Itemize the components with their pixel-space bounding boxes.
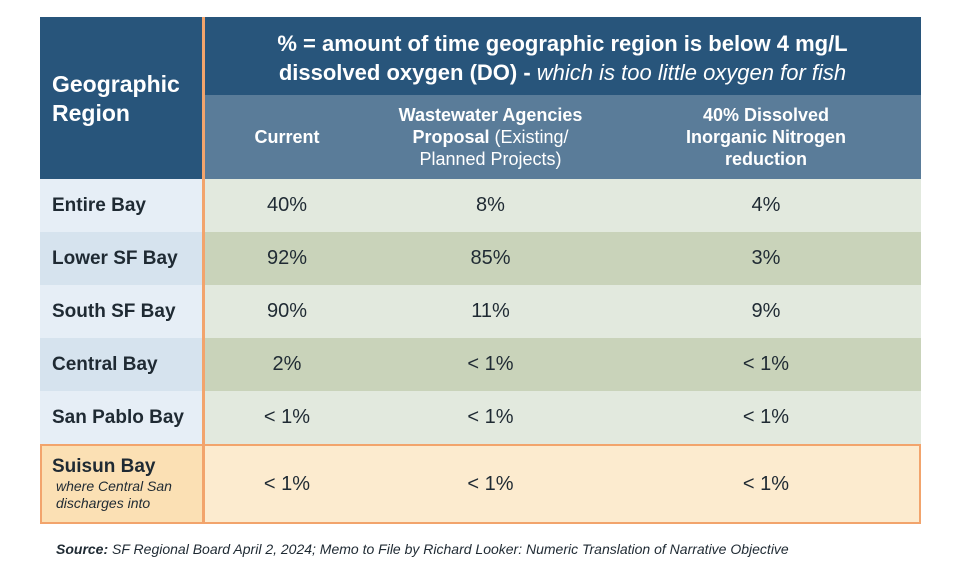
region-header-line1: Geographic <box>52 71 180 97</box>
region-header-line2: Region <box>52 100 130 126</box>
source-text: SF Regional Board April 2, 2024; Memo to… <box>108 541 789 557</box>
current-cell: 90% <box>204 285 370 338</box>
table-header: Geographic Region % = amount of time geo… <box>40 17 921 179</box>
region-cell: Entire Bay <box>40 179 204 232</box>
din-cell: 3% <box>611 232 921 285</box>
region-divider-line <box>202 17 205 524</box>
title-line2: dissolved oxygen (DO) - which is too lit… <box>204 58 921 87</box>
proposal-cell: < 1% <box>370 338 611 391</box>
data-table: Geographic Region % = amount of time geo… <box>40 17 921 524</box>
region-cell: San Pablo Bay <box>40 391 204 444</box>
source-label: Source: <box>56 541 109 557</box>
region-name: Suisun Bay <box>52 456 156 477</box>
din-cell: 4% <box>611 179 921 232</box>
din-header-label: 40% Dissolved Inorganic Nitrogen reducti… <box>685 105 846 169</box>
proposal-cell: 8% <box>370 179 611 232</box>
proposal-cell: 85% <box>370 232 611 285</box>
source-note: Source: SF Regional Board April 2, 2024;… <box>56 541 789 557</box>
proposal-header-normal-b: Planned Projects) <box>419 149 562 169</box>
current-column-header: Current <box>204 95 370 179</box>
proposal-cell: 11% <box>370 285 611 338</box>
proposal-header-normal-a: (Existing/ <box>489 127 569 147</box>
din-column-header: 40% Dissolved Inorganic Nitrogen reducti… <box>611 95 921 179</box>
region-cell: Suisun Bay where Central San discharges … <box>40 444 204 524</box>
current-cell: 92% <box>204 232 370 285</box>
table-row: South SF Bay 90% 11% 9% <box>40 285 921 338</box>
current-header-label: Current <box>254 127 320 147</box>
current-cell: 2% <box>204 338 370 391</box>
title-line2-bold: dissolved oxygen (DO) - <box>278 60 537 85</box>
proposal-cell: < 1% <box>370 444 611 524</box>
table-row: San Pablo Bay < 1% < 1% < 1% <box>40 391 921 444</box>
region-cell: Lower SF Bay <box>40 232 204 285</box>
proposal-column-header: Wastewater Agencies Proposal (Existing/P… <box>370 95 611 179</box>
region-note-line1: where Central San <box>56 478 172 494</box>
current-cell: < 1% <box>204 444 370 524</box>
title-line1: % = amount of time geographic region is … <box>277 31 848 56</box>
title-line2-italic: which is too little oxygen for fish <box>536 60 847 85</box>
table-row-highlighted: Suisun Bay where Central San discharges … <box>40 444 921 524</box>
din-cell: 9% <box>611 285 921 338</box>
current-cell: < 1% <box>204 391 370 444</box>
proposal-header-bold: Wastewater Agencies Proposal <box>398 105 583 147</box>
table-row: Lower SF Bay 92% 85% 3% <box>40 232 921 285</box>
proposal-header-text: Wastewater Agencies Proposal (Existing/P… <box>376 104 605 170</box>
proposal-cell: < 1% <box>370 391 611 444</box>
table-title: % = amount of time geographic region is … <box>204 17 921 95</box>
region-column-header: Geographic Region <box>40 17 204 179</box>
din-cell: < 1% <box>611 391 921 444</box>
table-row: Central Bay 2% < 1% < 1% <box>40 338 921 391</box>
din-cell: < 1% <box>611 338 921 391</box>
din-cell: < 1% <box>611 444 921 524</box>
region-note-line2: discharges into <box>56 495 151 511</box>
table-row: Entire Bay 40% 8% 4% <box>40 179 921 232</box>
current-cell: 40% <box>204 179 370 232</box>
region-cell: South SF Bay <box>40 285 204 338</box>
region-cell: Central Bay <box>40 338 204 391</box>
